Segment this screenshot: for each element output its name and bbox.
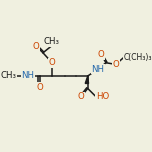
Text: O: O (36, 83, 43, 92)
Text: NH: NH (91, 65, 104, 74)
Polygon shape (85, 76, 89, 83)
Text: HO: HO (96, 92, 109, 101)
Text: O: O (49, 58, 55, 67)
Text: C(CH₃)₃: C(CH₃)₃ (123, 53, 152, 62)
Text: CH₃: CH₃ (43, 37, 59, 46)
Text: O: O (33, 42, 40, 51)
Text: O: O (98, 50, 104, 59)
Text: CH₃: CH₃ (0, 71, 16, 81)
Text: O: O (112, 60, 119, 69)
Text: O: O (78, 92, 85, 101)
Text: NH: NH (22, 71, 35, 81)
